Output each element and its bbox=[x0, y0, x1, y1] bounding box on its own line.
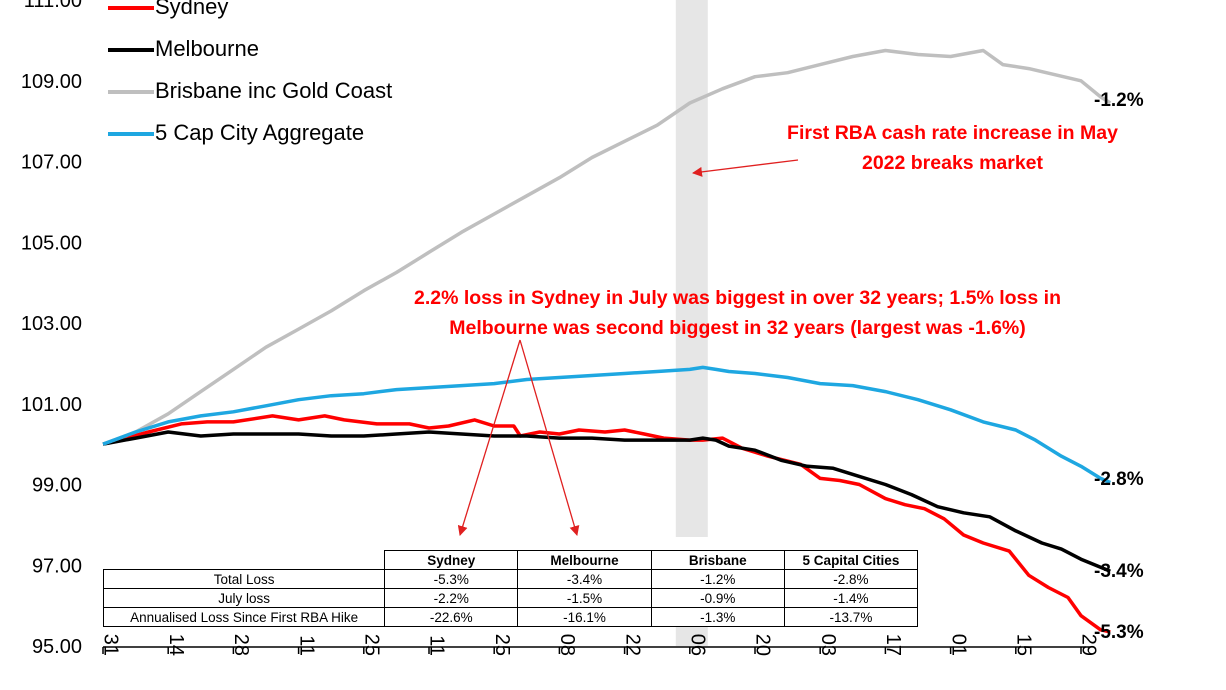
x-tick-label: 01 bbox=[947, 634, 969, 656]
table-cell: -22.6% bbox=[384, 607, 519, 627]
table-cell: -2.8% bbox=[783, 569, 919, 589]
series-line-5-cap-city-aggregate bbox=[102, 365, 1111, 485]
x-tick-label: 28 bbox=[230, 634, 252, 656]
table-header: Melbourne bbox=[517, 550, 652, 570]
x-tick-label: 25 bbox=[361, 634, 383, 656]
table-row: Annualised Loss Since First RBA Hike -22… bbox=[102, 607, 919, 627]
table-cell: -0.9% bbox=[650, 588, 785, 608]
table-header: Brisbane bbox=[650, 550, 785, 570]
x-tick-label: 25 bbox=[491, 634, 513, 656]
loss-table: Sydney Melbourne Brisbane 5 Capital Citi… bbox=[102, 550, 919, 627]
table-corner bbox=[103, 550, 386, 570]
y-tick-label: 101.00 bbox=[21, 394, 82, 416]
table-header: Sydney bbox=[384, 550, 519, 570]
table-cell: -5.3% bbox=[384, 569, 519, 589]
table-cell: -1.4% bbox=[783, 588, 919, 608]
end-label-aggregate: -2.8% bbox=[1094, 469, 1144, 490]
x-tick-label: 17 bbox=[882, 634, 904, 656]
row-label: July loss bbox=[102, 588, 386, 608]
legend-swatch bbox=[108, 48, 154, 52]
y-tick-label: 105.00 bbox=[21, 232, 82, 254]
end-label-brisbane: -1.2% bbox=[1094, 90, 1144, 111]
x-tick-label: 31 bbox=[100, 634, 122, 656]
y-tick-label: 103.00 bbox=[21, 313, 82, 335]
legend-label: Sydney bbox=[155, 0, 229, 19]
x-tick-label: 20 bbox=[752, 634, 774, 656]
rba-highlight-band bbox=[675, 0, 708, 537]
y-tick-label: 111.00 bbox=[24, 0, 82, 12]
table-cell: -1.5% bbox=[517, 588, 652, 608]
table-cell: -2.2% bbox=[384, 588, 519, 608]
table-cell: -1.3% bbox=[650, 607, 785, 627]
annotation-arrow bbox=[692, 159, 799, 177]
series-line-melbourne bbox=[102, 430, 1111, 573]
table-cell: -3.4% bbox=[517, 569, 652, 589]
x-tick-label: 08 bbox=[556, 634, 578, 656]
legend-label: Brisbane inc Gold Coast bbox=[155, 78, 393, 103]
series-line-sydney bbox=[102, 414, 1111, 634]
legend-label: Melbourne bbox=[155, 36, 259, 61]
annotation-arrows bbox=[457, 159, 799, 536]
row-label: Total Loss bbox=[102, 569, 386, 589]
y-tick-label: 109.00 bbox=[21, 71, 82, 93]
annotation-arrow bbox=[519, 339, 580, 536]
annotation-arrow bbox=[457, 339, 521, 536]
legend-swatch bbox=[108, 132, 154, 136]
y-tick-label: 99.00 bbox=[32, 475, 82, 497]
legend-label: 5 Cap City Aggregate bbox=[155, 120, 365, 145]
series-lines bbox=[102, 48, 1112, 634]
x-tick-label: 14 bbox=[165, 634, 187, 656]
table-cell: -1.2% bbox=[650, 569, 785, 589]
x-tick-label: 11 bbox=[426, 635, 448, 656]
x-tick-label: 11 bbox=[295, 635, 317, 656]
y-tick-label: 97.00 bbox=[32, 555, 82, 577]
annotation-rba: First RBA cash rate increase in May 2022… bbox=[787, 122, 1118, 174]
legend-swatch bbox=[108, 6, 154, 10]
table-header-row: Sydney Melbourne Brisbane 5 Capital Citi… bbox=[103, 550, 919, 570]
x-tick-label: 15 bbox=[1013, 634, 1035, 656]
table-cell: -13.7% bbox=[783, 607, 919, 627]
series-line-brisbane-inc-gold-coast bbox=[102, 48, 1112, 446]
y-tick-label: 95.00 bbox=[32, 636, 82, 658]
x-tick-label: 22 bbox=[621, 634, 643, 656]
table-header: 5 Capital Cities bbox=[783, 550, 919, 570]
legend-swatch bbox=[108, 90, 154, 94]
row-label: Annualised Loss Since First RBA Hike bbox=[102, 607, 386, 627]
table-row: July loss -2.2% -1.5% -0.9% -1.4% bbox=[102, 588, 919, 608]
end-label-melbourne: -3.4% bbox=[1094, 561, 1144, 582]
x-tick-label: 29 bbox=[1078, 634, 1100, 656]
x-tick-label: 03 bbox=[817, 634, 839, 656]
annotation-loss: 2.2% loss in Sydney in July was biggest … bbox=[413, 287, 1061, 339]
x-axis: 31 14 28 11 25 11 25 08 22 06 20 03 17 01 15 29 bbox=[100, 634, 1100, 656]
table-row: Total Loss -5.3% -3.4% -1.2% -2.8% bbox=[102, 569, 919, 589]
table-cell: -16.1% bbox=[517, 607, 652, 627]
y-tick-label: 107.00 bbox=[21, 152, 82, 174]
x-tick-label: 06 bbox=[687, 634, 709, 656]
end-label-sydney: -5.3% bbox=[1094, 622, 1144, 643]
